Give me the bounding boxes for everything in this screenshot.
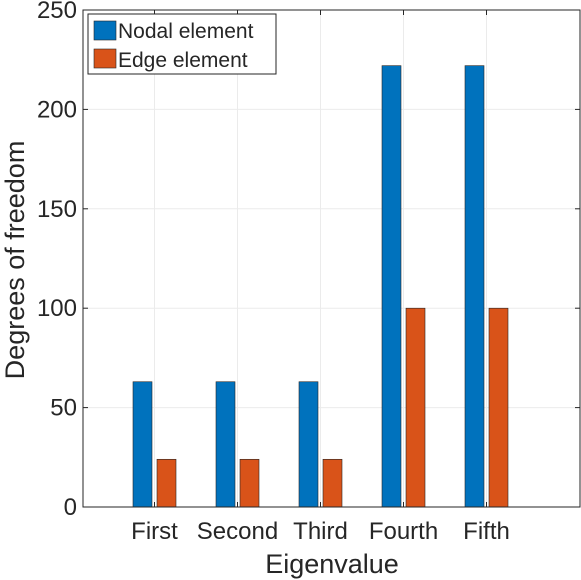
bar-nodal-second <box>215 381 236 508</box>
y-tick-label: 0 <box>64 494 77 521</box>
x-tick-label-third: Third <box>293 518 348 545</box>
bar-nodal-third <box>298 381 319 508</box>
axes-layer <box>82 9 581 508</box>
bar-nodal-first <box>132 381 153 508</box>
legend-box <box>87 13 277 75</box>
x-tick-label-first: First <box>131 518 178 545</box>
y-axis-title: Degrees of freedom <box>0 141 30 380</box>
y-tick-label: 200 <box>37 96 77 123</box>
y-tick-label: 50 <box>50 395 77 422</box>
ticks-layer: 0 50 100 150 200 250 First Second Third Fourth Fif… <box>37 0 580 545</box>
bar-edge-third <box>322 458 343 508</box>
axes-box <box>82 9 581 508</box>
bar-edge-fifth <box>488 307 509 508</box>
legend-swatch-edge <box>93 48 117 69</box>
y-tick-label: 150 <box>37 196 77 223</box>
bar-nodal-fourth <box>381 65 402 508</box>
bar-nodal-fifth <box>464 65 485 508</box>
legend-swatch-nodal <box>93 20 117 41</box>
legend-label-edge: Edge element <box>118 49 248 72</box>
x-tick-label-second: Second <box>197 518 278 545</box>
x-tick-label-fifth: Fifth <box>463 518 510 545</box>
legend: Nodal element Edge element <box>87 13 277 75</box>
x-axis-title: Eigenvalue <box>265 549 399 579</box>
bar-edge-second <box>239 458 260 508</box>
legend-label-nodal: Nodal element <box>118 20 254 43</box>
bar-edge-first <box>156 458 177 508</box>
bar-edge-fourth <box>405 307 426 508</box>
y-tick-label: 100 <box>37 295 77 322</box>
x-tick-label-fourth: Fourth <box>369 518 438 545</box>
y-tick-label: 250 <box>37 0 77 24</box>
